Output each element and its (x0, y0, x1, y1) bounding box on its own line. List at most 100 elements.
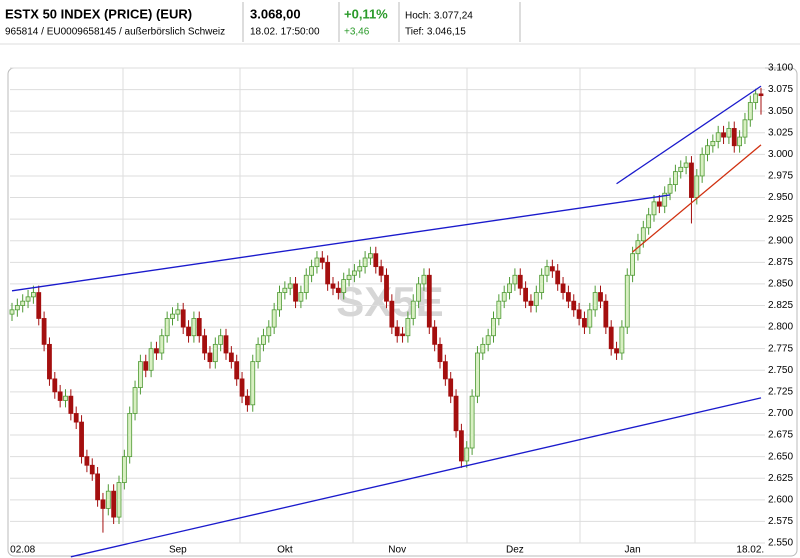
candle-body (68, 395, 74, 414)
candle-body (196, 318, 202, 337)
candle-body (544, 266, 550, 276)
candle-body (186, 326, 191, 337)
price-time: 18.02. 17:50:00 (250, 27, 320, 38)
candle-body (475, 352, 480, 397)
candle-body (758, 93, 764, 97)
candle-body (662, 192, 668, 207)
candle-body (598, 292, 603, 302)
candle-body (705, 145, 710, 155)
x-tick-label: Dez (506, 545, 524, 556)
candle-body (501, 292, 507, 302)
candle-body (266, 326, 272, 337)
candle-body (325, 261, 331, 285)
y-tick-label: 3.075 (768, 84, 793, 95)
candle-body (277, 292, 282, 311)
candle-body (555, 270, 561, 285)
candle-body (699, 153, 705, 177)
candle-body (458, 430, 464, 462)
candle-body (111, 490, 117, 518)
candle-body (747, 102, 753, 121)
y-tick-label: 2.675 (768, 430, 793, 441)
day-high: Hoch: 3.077,24 (405, 11, 473, 22)
candle-body (378, 266, 384, 276)
candle-body (373, 253, 379, 268)
y-tick-label: 2.575 (768, 516, 793, 527)
candle-body (405, 318, 411, 337)
y-tick-label: 2.550 (768, 538, 793, 549)
candle-body (57, 391, 63, 401)
candle-body (9, 309, 15, 315)
candle-body (410, 300, 416, 319)
candle-body (512, 274, 518, 285)
candle-body (218, 335, 224, 345)
candle-body (175, 309, 181, 315)
candle-body (282, 287, 288, 293)
candle-body (533, 292, 539, 306)
candle-body (603, 300, 609, 328)
candle-body (63, 395, 68, 401)
candle-body (689, 162, 694, 198)
candle-body (496, 300, 502, 319)
candle-body (608, 326, 614, 350)
candle-body (683, 162, 689, 168)
change-percent: +0,11% (344, 6, 388, 21)
candle-body (154, 348, 159, 354)
candle-body (640, 227, 646, 242)
candle-body (566, 292, 571, 302)
candle-body (116, 482, 122, 518)
candle-body (341, 279, 347, 293)
candle-body (571, 300, 577, 311)
candle-body (250, 361, 256, 406)
candle-body (105, 490, 111, 509)
candle-body (293, 283, 298, 302)
candle-body (234, 361, 240, 380)
trend-line (70, 397, 762, 558)
y-tick-label: 2.800 (768, 322, 793, 333)
candle-body (298, 292, 304, 302)
candle-body (228, 352, 234, 363)
candle-body (202, 335, 208, 354)
candle-body (30, 292, 36, 298)
candle-body (36, 292, 42, 319)
change-absolute: +3,46 (344, 27, 370, 38)
candle-body (694, 175, 700, 198)
candle-body (309, 266, 315, 276)
y-tick-label: 2.750 (768, 365, 793, 376)
candle-body (737, 136, 742, 147)
candle-body (164, 318, 170, 337)
candle-body (731, 128, 737, 147)
candle-body (25, 296, 31, 302)
candle-body (715, 132, 721, 142)
candle-body (651, 201, 657, 216)
candle-body (47, 343, 52, 380)
candle-body (362, 257, 368, 268)
candle-body (582, 318, 587, 328)
x-tick-label: 18.02. (736, 545, 764, 556)
y-tick-label: 2.625 (768, 473, 793, 484)
candle-body (592, 292, 598, 311)
candle-body (721, 132, 726, 138)
candle-body (84, 456, 90, 466)
candle-body (710, 141, 716, 147)
candle-body (437, 343, 443, 363)
candle-body (100, 499, 106, 509)
candle-body (453, 395, 459, 432)
candle-body (330, 283, 336, 289)
y-tick-label: 2.925 (768, 214, 793, 225)
candle-body (319, 257, 325, 263)
candle-body (357, 266, 363, 272)
candle-body (442, 361, 448, 380)
candle-body (432, 326, 438, 345)
candle-body (287, 283, 293, 289)
candle-body (314, 257, 320, 268)
x-tick-label: Okt (277, 545, 293, 556)
instrument-name: ESTX 50 INDEX (PRICE) (EUR) (5, 6, 192, 21)
candle-body (528, 300, 534, 306)
candle-body (656, 201, 662, 207)
candle-body (619, 326, 625, 354)
candle-body (127, 413, 133, 458)
instrument-ids: 965814 / EU0009658145 / außerbörslich Sc… (5, 27, 225, 38)
candle-body (389, 300, 395, 328)
candle-body (148, 348, 154, 371)
